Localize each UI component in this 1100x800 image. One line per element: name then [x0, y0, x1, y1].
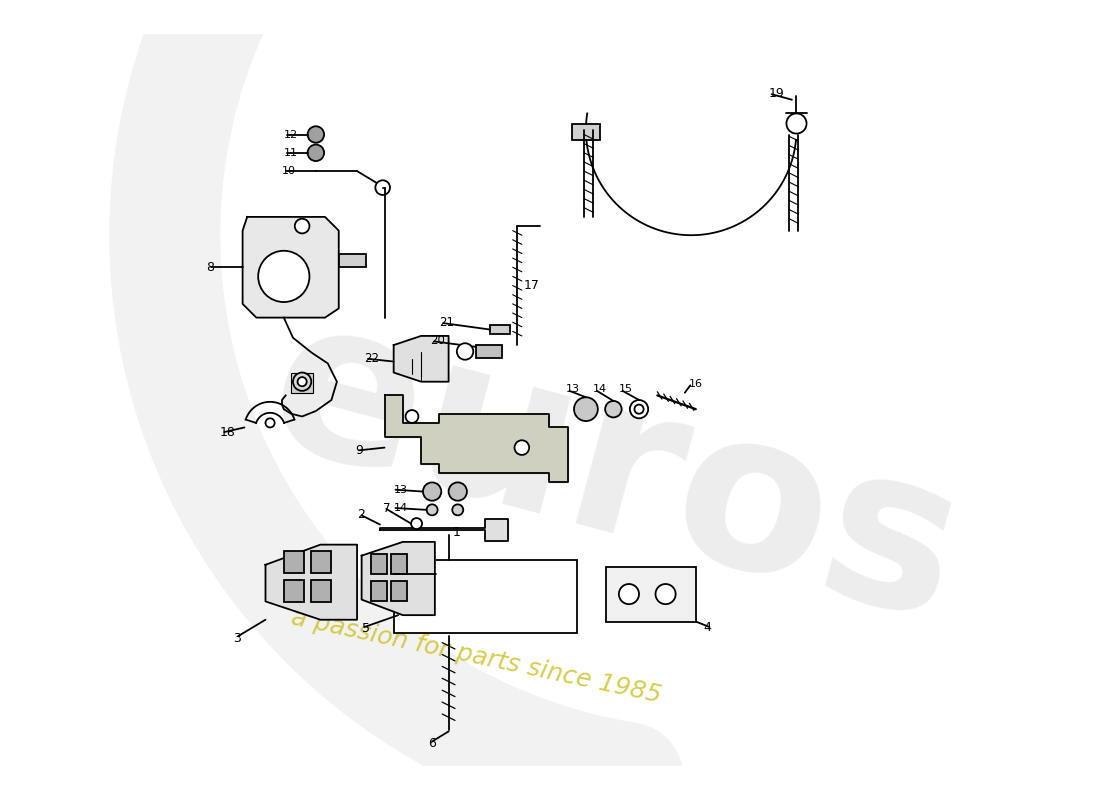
Text: 11: 11 — [284, 148, 298, 158]
Circle shape — [406, 410, 418, 423]
Polygon shape — [362, 542, 435, 615]
Circle shape — [427, 504, 438, 515]
Circle shape — [308, 126, 324, 142]
Polygon shape — [265, 545, 358, 620]
Text: 1: 1 — [452, 526, 460, 539]
Text: 7: 7 — [383, 502, 390, 514]
Circle shape — [449, 482, 466, 501]
Text: 14: 14 — [593, 384, 607, 394]
Bar — [292, 373, 313, 393]
Text: 3: 3 — [233, 631, 241, 645]
Circle shape — [297, 377, 307, 386]
Bar — [390, 554, 407, 574]
Circle shape — [786, 114, 806, 134]
Circle shape — [295, 218, 309, 234]
Bar — [572, 123, 600, 140]
Text: 9: 9 — [355, 444, 363, 457]
Bar — [311, 551, 331, 573]
Text: a passion for parts since 1985: a passion for parts since 1985 — [289, 606, 663, 707]
Text: 18: 18 — [220, 426, 235, 438]
Bar — [371, 554, 387, 574]
Bar — [371, 582, 387, 602]
Text: 19: 19 — [769, 87, 784, 100]
Bar — [394, 560, 576, 634]
Text: 21: 21 — [439, 316, 454, 329]
Circle shape — [411, 518, 422, 529]
Circle shape — [265, 418, 275, 427]
Text: 15: 15 — [619, 384, 632, 394]
Text: 10: 10 — [282, 166, 296, 176]
Circle shape — [619, 584, 639, 604]
Text: 17: 17 — [524, 279, 539, 292]
Bar — [476, 345, 502, 358]
Text: 22: 22 — [364, 352, 380, 366]
Circle shape — [456, 343, 473, 360]
Circle shape — [635, 405, 643, 414]
Text: 6: 6 — [429, 737, 437, 750]
Text: euros: euros — [248, 279, 982, 668]
Text: 20: 20 — [430, 334, 446, 347]
Text: 13: 13 — [394, 485, 408, 494]
Bar — [390, 582, 407, 602]
Circle shape — [258, 250, 309, 302]
Text: 16: 16 — [689, 379, 703, 390]
Circle shape — [452, 504, 463, 515]
Text: 13: 13 — [565, 384, 580, 394]
Bar — [339, 254, 366, 267]
Polygon shape — [379, 519, 508, 541]
Circle shape — [308, 145, 324, 161]
Bar — [284, 551, 304, 573]
Text: 12: 12 — [284, 130, 298, 139]
Circle shape — [605, 401, 621, 418]
Polygon shape — [243, 217, 339, 318]
Circle shape — [515, 440, 529, 455]
Circle shape — [574, 398, 597, 421]
Text: 14: 14 — [394, 503, 408, 513]
Polygon shape — [394, 336, 449, 382]
Polygon shape — [385, 395, 568, 482]
Circle shape — [293, 373, 311, 391]
Text: 2: 2 — [358, 508, 365, 521]
Bar — [606, 566, 696, 622]
Circle shape — [656, 584, 675, 604]
Circle shape — [630, 400, 648, 418]
Text: 4: 4 — [703, 621, 711, 634]
Bar — [311, 580, 331, 602]
Bar — [284, 580, 304, 602]
Circle shape — [375, 180, 390, 195]
Bar — [490, 325, 510, 334]
Circle shape — [424, 482, 441, 501]
Text: 8: 8 — [206, 261, 214, 274]
Text: 5: 5 — [362, 622, 370, 635]
